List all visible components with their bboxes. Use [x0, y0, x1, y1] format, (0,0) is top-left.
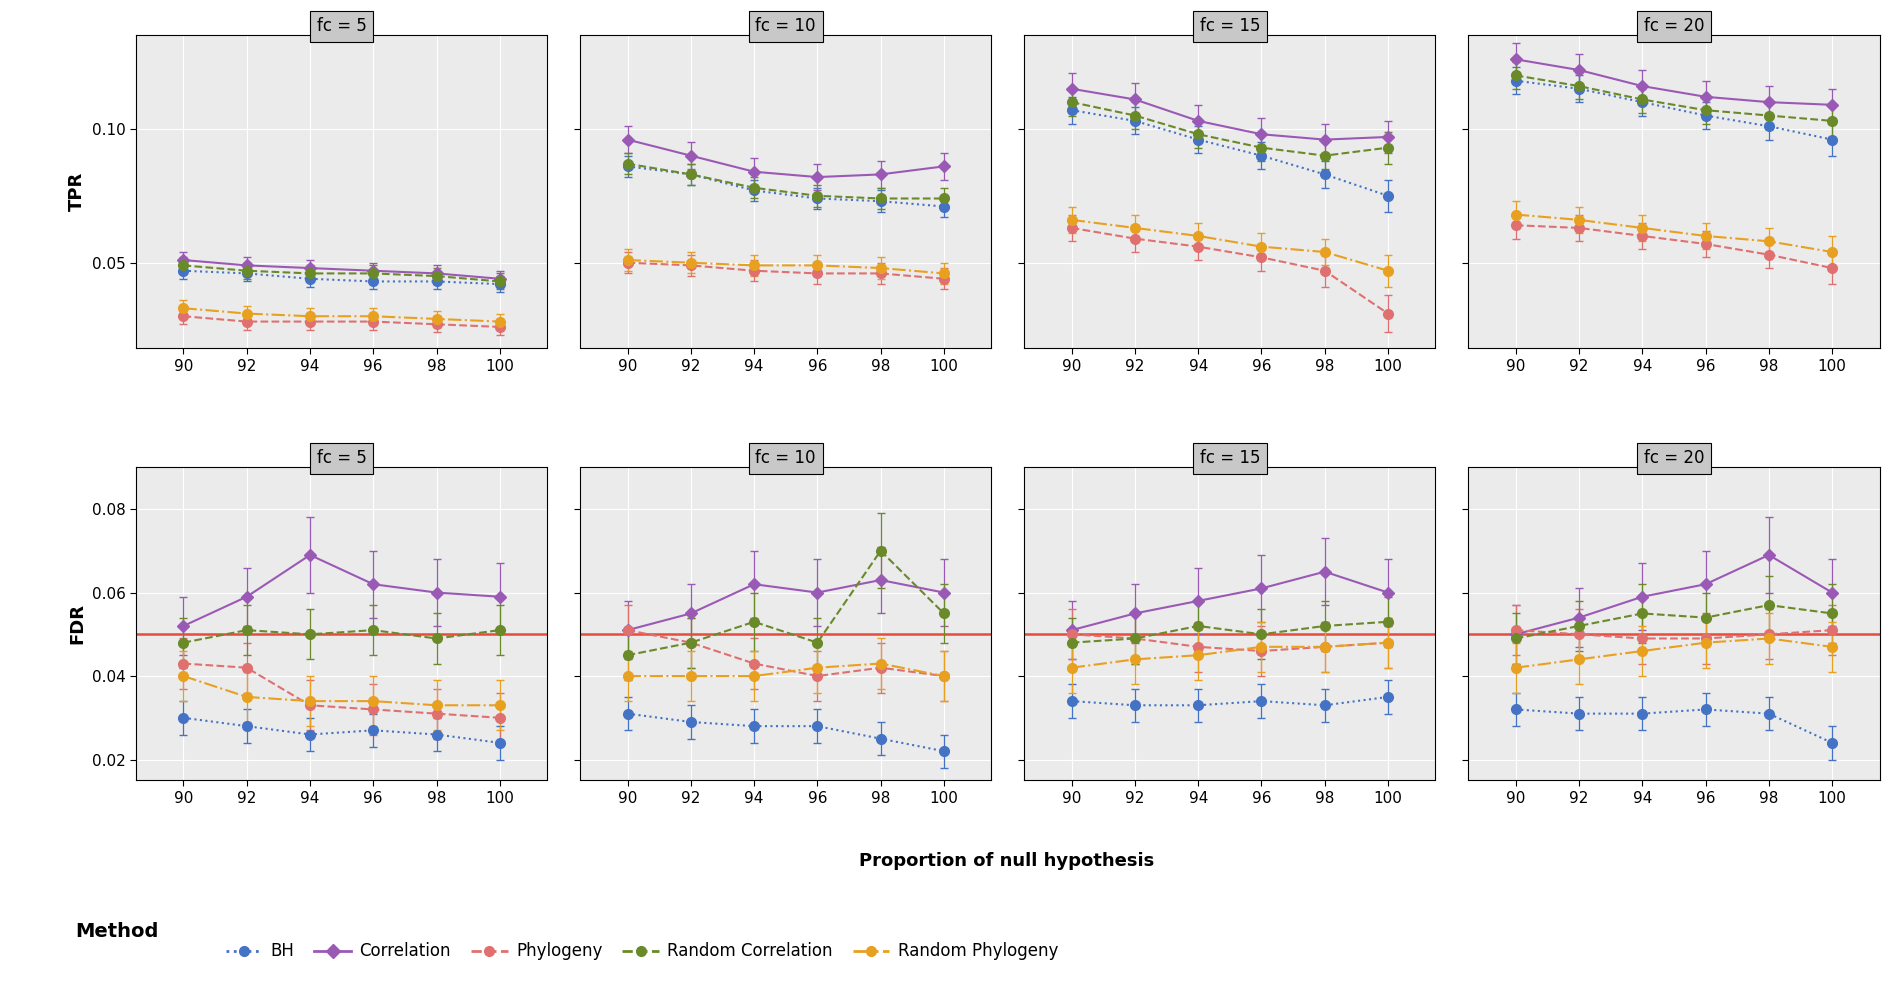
- Title: fc = 10: fc = 10: [756, 449, 816, 467]
- Text: Method: Method: [76, 922, 159, 941]
- Title: fc = 5: fc = 5: [317, 17, 366, 35]
- Title: fc = 20: fc = 20: [1643, 17, 1704, 35]
- Y-axis label: TPR: TPR: [68, 172, 87, 211]
- Text: Proportion of null hypothesis: Proportion of null hypothesis: [859, 852, 1154, 870]
- Title: fc = 5: fc = 5: [317, 449, 366, 467]
- Legend: BH, Correlation, Phylogeny, Random Correlation, Random Phylogeny: BH, Correlation, Phylogeny, Random Corre…: [225, 943, 1058, 961]
- Title: fc = 15: fc = 15: [1200, 17, 1260, 35]
- Title: fc = 10: fc = 10: [756, 17, 816, 35]
- Y-axis label: FDR: FDR: [68, 603, 87, 644]
- Title: fc = 15: fc = 15: [1200, 449, 1260, 467]
- Title: fc = 20: fc = 20: [1643, 449, 1704, 467]
